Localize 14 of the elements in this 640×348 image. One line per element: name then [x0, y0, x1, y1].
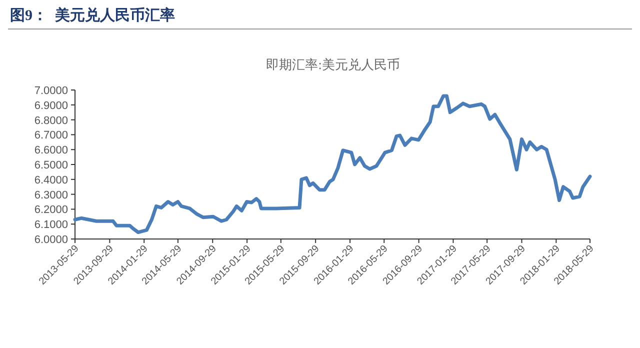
y-tick-label: 6.4000 — [34, 174, 68, 186]
y-tick-label: 6.6000 — [34, 144, 68, 157]
y-tick-label: 6.7000 — [34, 130, 68, 142]
y-tick-label: 6.9000 — [34, 100, 68, 112]
y-tick-label: 6.0000 — [34, 234, 68, 246]
line-series — [73, 94, 592, 234]
y-tick-label: 6.5000 — [34, 160, 68, 172]
y-tick-label: 6.2000 — [34, 204, 68, 216]
y-tick-label: 6.1000 — [34, 219, 68, 232]
y-tick-label: 7.0000 — [34, 85, 68, 97]
y-tick-label: 6.3000 — [34, 189, 68, 202]
chart-title: 图9： 美元兑人民币汇率 — [10, 6, 175, 24]
y-tick-label: 6.8000 — [34, 114, 68, 127]
chart-subtitle: 即期汇率:美元兑人民币 — [266, 57, 400, 72]
